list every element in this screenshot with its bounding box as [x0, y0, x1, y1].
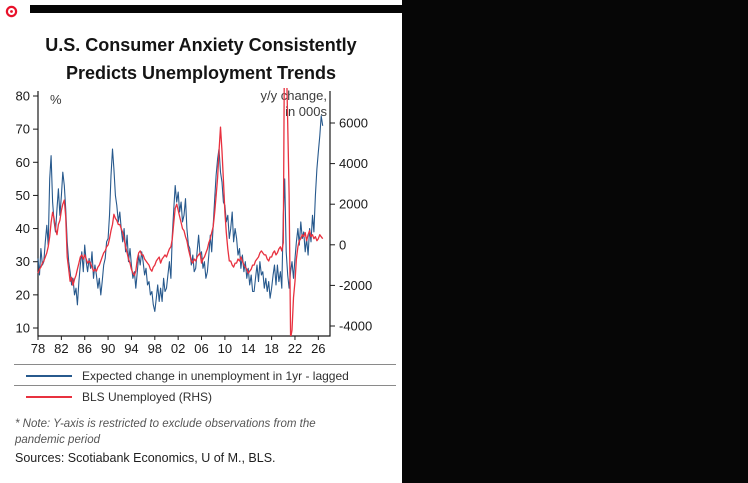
- x-axis-tick-label: 06: [194, 341, 208, 356]
- right-axis-tick-label: -2000: [339, 278, 372, 293]
- legend-item-bls-unemployed: BLS Unemployed (RHS): [14, 385, 396, 406]
- right-axis-tick-label: 6000: [339, 116, 368, 131]
- chart-title-line2: Predicts Unemployment Trends: [65, 63, 337, 83]
- left-axis-unit-label: %: [50, 92, 62, 107]
- x-axis-tick-label: 78: [31, 341, 45, 356]
- left-axis-tick-label: 70: [16, 122, 30, 137]
- x-axis-tick-label: 26: [311, 341, 325, 356]
- right-axis-tick-label: 0: [339, 237, 346, 252]
- right-axis-tick-label: 2000: [339, 197, 368, 212]
- red-target-marker-icon: [5, 5, 18, 18]
- left-axis-tick-label: 60: [16, 155, 30, 170]
- footnote-line2: pandemic period: [15, 434, 101, 446]
- x-axis-tick-label: 82: [54, 341, 68, 356]
- left-axis-tick-label: 80: [16, 89, 30, 104]
- legend-label: BLS Unemployed (RHS): [82, 390, 213, 404]
- red-series-line: [37, 88, 324, 336]
- x-axis-tick-label: 14: [241, 341, 255, 356]
- legend-item-expected-unemployment: Expected change in unemployment in 1yr -…: [14, 364, 396, 385]
- chart-title: U.S. Consumer Anxiety Consistently Predi…: [0, 31, 402, 87]
- left-axis-tick-label: 10: [16, 321, 30, 336]
- left-axis-tick-label: 40: [16, 221, 30, 236]
- x-axis-tick-label: 98: [148, 341, 162, 356]
- x-axis-tick-label: 18: [264, 341, 278, 356]
- x-axis-tick-label: 90: [101, 341, 115, 356]
- blue-series-line: [37, 115, 324, 312]
- axis-frame: [37, 91, 331, 337]
- x-axis-tick-label: 02: [171, 341, 185, 356]
- footnote-line1: * Note: Y-axis is restricted to exclude …: [15, 418, 316, 430]
- chart-legend: Expected change in unemployment in 1yr -…: [14, 364, 396, 406]
- left-axis-tick-label: 30: [16, 254, 30, 269]
- x-axis-tick-label: 94: [124, 341, 138, 356]
- x-axis-tick-label: 86: [77, 341, 91, 356]
- chart-title-line1: U.S. Consumer Anxiety Consistently: [45, 35, 357, 55]
- chart-plot: 80 70 60 50 40 30 20 10 6000 4000 2000 0 -2000 -4000 7…: [16, 88, 372, 356]
- right-axis-unit-label-line2: in 000s: [285, 104, 327, 119]
- red-line-swatch: [26, 396, 72, 398]
- x-axis-tick-label: 10: [218, 341, 232, 356]
- right-axis-tick-label: -4000: [339, 319, 372, 334]
- x-axis-tick-label: 22: [288, 341, 302, 356]
- top-frame-strip: [30, 5, 402, 13]
- blue-line-swatch: [26, 375, 72, 377]
- background-black-panel: [402, 0, 748, 483]
- left-axis-tick-label: 50: [16, 188, 30, 203]
- right-axis-tick-label: 4000: [339, 156, 368, 171]
- chart-footnote: * Note: Y-axis is restricted to exclude …: [15, 416, 395, 448]
- left-axis-tick-label: 20: [16, 287, 30, 302]
- right-axis-unit-label-line1: y/y change,: [261, 88, 328, 103]
- chart-sources: Sources: Scotiabank Economics, U of M., …: [15, 451, 276, 465]
- legend-label: Expected change in unemployment in 1yr -…: [82, 369, 349, 383]
